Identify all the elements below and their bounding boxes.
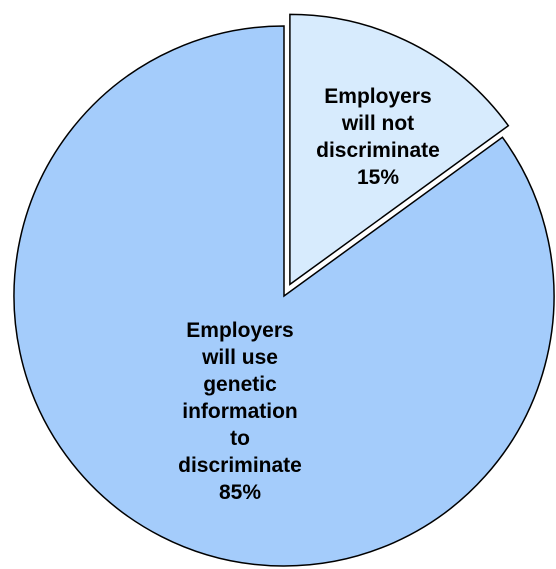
slice-label-line: genetic [203,373,277,396]
slice-label-line: discriminate [178,454,302,477]
slice-label-line: Employers [186,319,294,342]
slice-label-line: Employers [324,85,432,108]
slice-label-will-not-discriminate: Employers will not discriminate 15% [298,83,458,191]
slice-label-line: will use [202,346,278,369]
slice-label-line: will not [341,112,415,135]
slice-label-line: information [182,400,298,423]
pie-slice-will-discriminate [13,25,555,567]
slice-label-will-discriminate: Employers will use genetic information t… [140,317,340,506]
slice-value-label: 15% [356,166,400,189]
slice-label-line: discriminate [316,139,440,162]
pie-slice-will-not-discriminate [289,13,510,286]
slice-label-line: to [230,427,250,450]
slice-value-label: 85% [218,481,262,504]
